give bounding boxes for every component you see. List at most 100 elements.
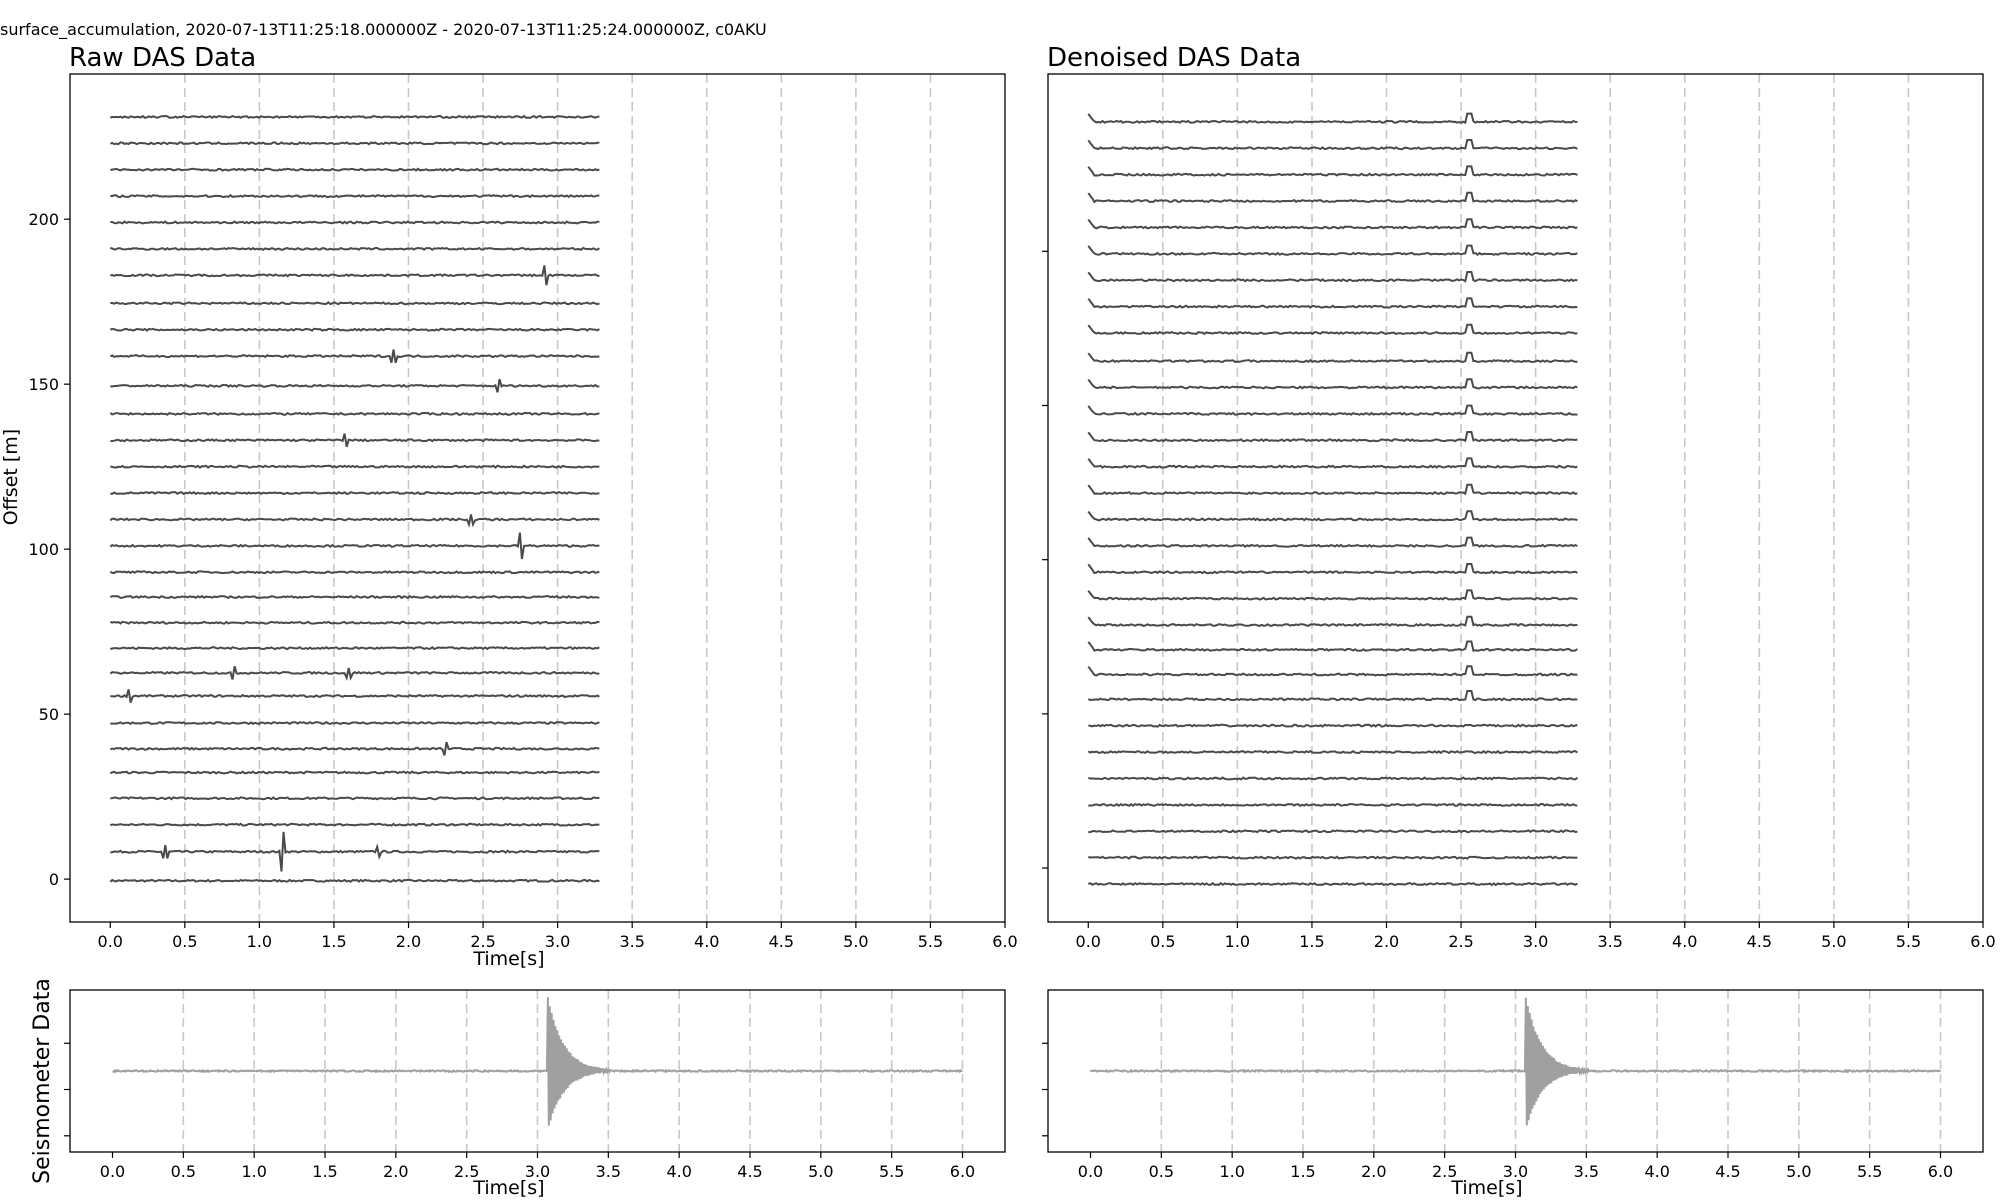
x-tick-label: 5.0	[1786, 1162, 1811, 1181]
das-trace	[1088, 140, 1577, 149]
das-trace	[1088, 272, 1577, 281]
x-tick-label: 5.5	[918, 932, 943, 951]
x-tick-label: 4.0	[1672, 932, 1697, 951]
x-tick-label: 3.5	[1574, 1162, 1599, 1181]
x-tick-label: 0.5	[171, 1162, 196, 1181]
das-trace	[1088, 642, 1577, 651]
x-tick-label: 2.5	[1448, 932, 1473, 951]
x-tick-label: 4.5	[769, 932, 794, 951]
das-trace	[1088, 458, 1577, 467]
x-tick-label: 1.5	[1290, 1162, 1315, 1181]
x-tick-label: 6.0	[950, 1162, 975, 1181]
y-tick-label: 100	[28, 540, 59, 559]
seismometer-left-ylabel: Seismometer Data	[30, 978, 55, 1184]
x-tick-label: 2.0	[1374, 932, 1399, 951]
das-trace	[1088, 725, 1577, 727]
x-tick-label: 3.5	[1597, 932, 1622, 951]
das-trace	[1088, 193, 1577, 202]
das-trace	[1088, 246, 1577, 255]
x-tick-label: 4.0	[666, 1162, 691, 1181]
x-tick-label: 2.5	[1432, 1162, 1457, 1181]
das-trace	[110, 195, 599, 197]
das-trace	[1088, 590, 1577, 599]
x-tick-label: 3.0	[1523, 932, 1548, 951]
das-trace	[110, 329, 599, 331]
das-trace	[110, 302, 599, 304]
das-trace	[1088, 538, 1577, 547]
y-tick-label: 200	[28, 210, 59, 229]
das-trace	[110, 880, 599, 882]
denoised-das-panel: Denoised DAS Data 0.0 0.5 1.0 1.5 2.0 2.5 3.0 3…	[1042, 43, 1996, 951]
das-trace	[110, 466, 599, 468]
das-trace	[1088, 778, 1577, 780]
das-trace	[110, 265, 599, 285]
y-tick-label: 50	[39, 705, 59, 724]
figure-suptitle: surface_accumulation, 2020-07-13T11:25:1…	[0, 20, 767, 40]
x-tick-label: 1.5	[321, 932, 346, 951]
raw-das-xlabel: Time[s]	[472, 948, 544, 970]
das-trace	[110, 689, 599, 702]
das-trace	[110, 492, 599, 494]
das-trace	[110, 434, 599, 447]
raw-das-title: Raw DAS Data	[69, 43, 256, 73]
x-tick-label: 5.5	[1857, 1162, 1882, 1181]
das-trace	[1088, 617, 1577, 626]
x-tick-label: 1.0	[247, 932, 272, 951]
das-trace	[110, 515, 599, 525]
x-tick-label: 2.0	[383, 1162, 408, 1181]
x-tick-label: 4.5	[737, 1162, 762, 1181]
das-trace	[110, 571, 599, 573]
x-tick-label: 6.0	[1970, 932, 1995, 951]
x-tick-label: 1.0	[241, 1162, 266, 1181]
das-trace	[1088, 691, 1577, 700]
x-tick-label: 4.0	[694, 932, 719, 951]
x-tick-label: 4.5	[1715, 1162, 1740, 1181]
das-trace	[1088, 804, 1577, 806]
das-trace	[1088, 511, 1577, 520]
x-tick-label: 3.0	[525, 1162, 550, 1181]
das-trace	[110, 596, 599, 598]
x-tick-label: 2.0	[396, 932, 421, 951]
das-trace	[110, 116, 599, 118]
das-trace	[110, 413, 599, 415]
x-tick-label: 2.5	[470, 932, 495, 951]
x-tick-label: 4.5	[1747, 932, 1772, 951]
das-trace	[1088, 830, 1577, 832]
das-trace	[1088, 751, 1577, 753]
das-trace	[110, 797, 599, 799]
x-tick-label: 5.5	[879, 1162, 904, 1181]
denoised-das-title: Denoised DAS Data	[1047, 43, 1301, 73]
das-trace	[1088, 564, 1577, 573]
das-trace	[110, 832, 599, 872]
x-tick-label: 0.5	[1149, 1162, 1174, 1181]
x-tick-label: 1.5	[1299, 932, 1324, 951]
x-tick-label: 3.5	[596, 1162, 621, 1181]
x-tick-label: 3.5	[619, 932, 644, 951]
raw-das-panel: Raw DAS Data Time[s] Offset [m] 0.0 0.5 1.…	[0, 43, 1018, 970]
x-tick-label: 0.0	[1076, 932, 1101, 951]
x-tick-label: 5.0	[1821, 932, 1846, 951]
x-tick-label: 5.5	[1896, 932, 1921, 951]
x-tick-label: 2.0	[1361, 1162, 1386, 1181]
das-trace	[1088, 406, 1577, 415]
seismometer-left-panel: Time[s] Seismometer Data 0.0 0.5 1.0 1.5 2.0…	[30, 978, 1005, 1199]
das-trace	[1088, 298, 1577, 307]
x-tick-label: 5.0	[843, 932, 868, 951]
das-trace	[1088, 666, 1577, 675]
das-trace	[1088, 432, 1577, 441]
das-trace	[110, 533, 599, 559]
das-trace	[1088, 485, 1577, 494]
x-tick-label: 0.0	[98, 932, 123, 951]
das-trace	[1088, 166, 1577, 175]
x-tick-label: 3.0	[1503, 1162, 1528, 1181]
das-trace	[1088, 353, 1577, 362]
das-trace	[110, 169, 599, 171]
x-tick-label: 6.0	[1928, 1162, 1953, 1181]
y-tick-label: 150	[28, 375, 59, 394]
x-tick-label: 0.0	[1078, 1162, 1103, 1181]
das-trace	[110, 379, 599, 392]
x-tick-label: 5.0	[808, 1162, 833, 1181]
das-trace	[1088, 857, 1577, 859]
x-tick-label: 0.5	[172, 932, 197, 951]
das-trace	[110, 824, 599, 826]
